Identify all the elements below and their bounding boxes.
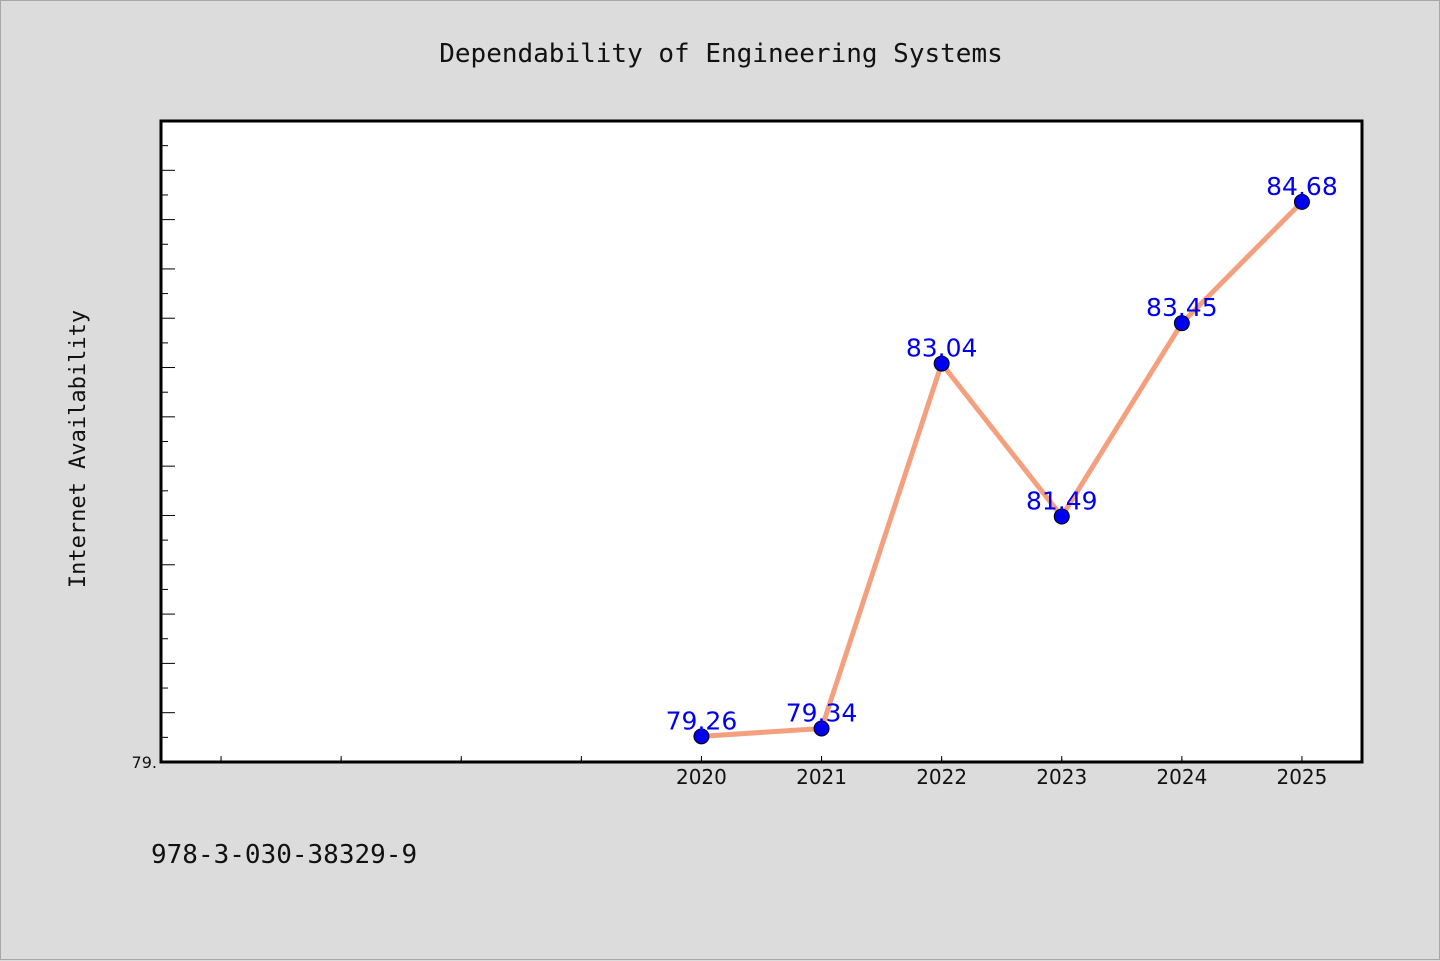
data-point	[813, 720, 830, 737]
x-tick-label: 2024	[1156, 765, 1207, 789]
data-point	[1293, 193, 1310, 210]
isbn-footer: 978-3-030-38329-9	[151, 840, 417, 870]
y-tick-label: 79.	[132, 753, 157, 772]
x-tick-label: 2021	[796, 765, 847, 789]
data-label: 84.68	[1266, 172, 1338, 201]
data-label: 83.45	[1146, 293, 1218, 322]
data-label: 81.49	[1026, 486, 1098, 515]
x-tick-label: 2020	[676, 765, 727, 789]
x-tick-label: 2022	[916, 765, 967, 789]
series-line	[698, 199, 1305, 739]
x-tick-label: 2025	[1276, 765, 1327, 789]
chart-title: Dependability of Engineering Systems	[439, 39, 1003, 69]
data-label: 79.34	[786, 698, 858, 727]
data-point	[1053, 508, 1070, 525]
y-axis-label: Internet Availability	[66, 310, 91, 588]
series-layer: 79.26 79.34 83.04 81.49 83.45 84.68	[666, 172, 1338, 745]
data-point	[933, 355, 950, 372]
y-axis-ticks: 79.	[132, 120, 175, 772]
plot-area	[159, 119, 1364, 764]
x-tick-label: 2023	[1036, 765, 1087, 789]
data-label: 83.04	[906, 334, 978, 363]
data-label: 79.26	[666, 706, 738, 735]
data-point	[693, 728, 710, 745]
x-axis-ticks: 2020 2021 2022 2023 2024 2025	[220, 756, 1327, 789]
data-point	[1173, 315, 1190, 332]
